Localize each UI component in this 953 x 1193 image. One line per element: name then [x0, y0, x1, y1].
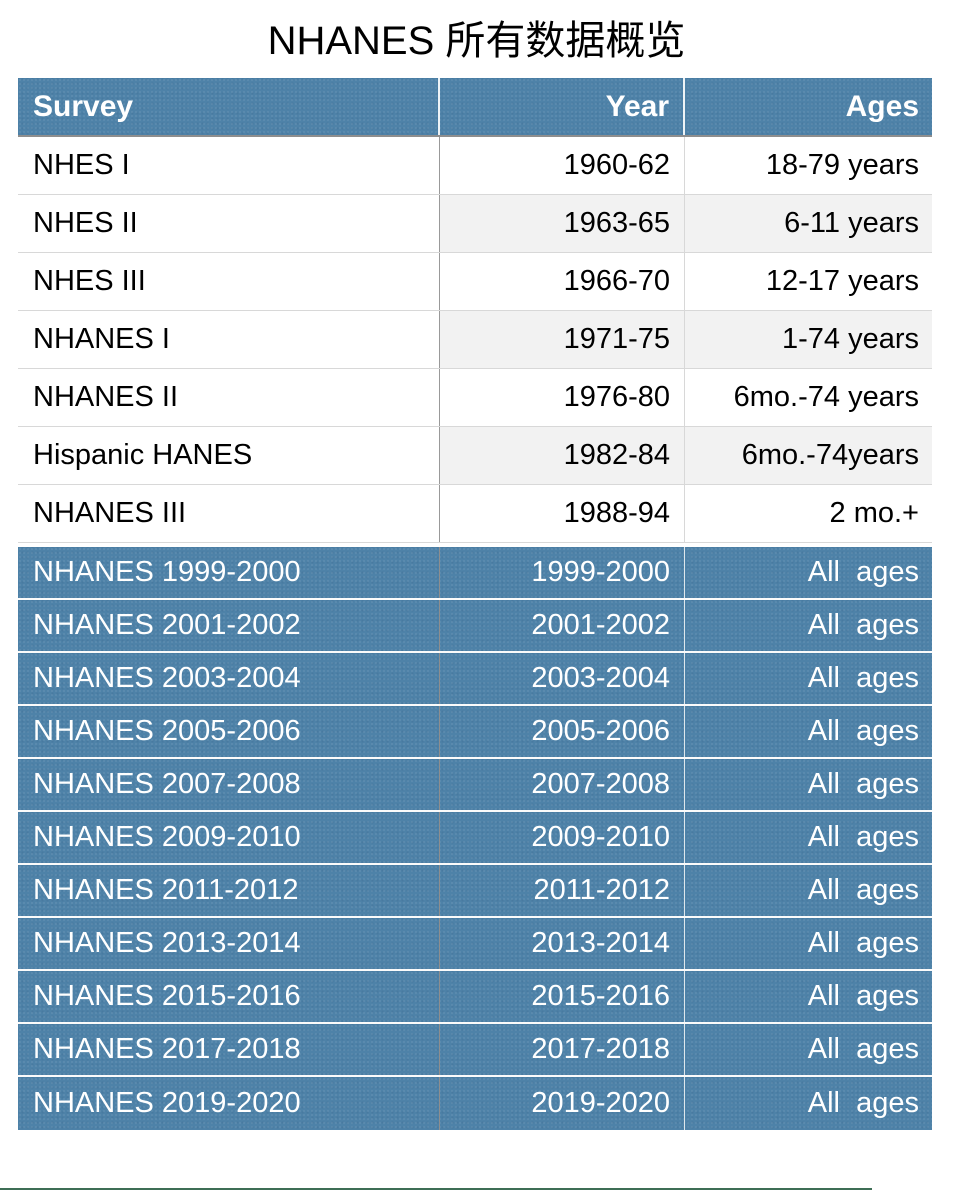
cell-year: 1976-80 [440, 369, 685, 426]
cell-ages: All ages [807, 821, 919, 853]
cell-year: 2001-2002 [440, 600, 685, 651]
cell-survey: NHANES 2005-2006 [18, 706, 440, 757]
cell-survey: NHES I [18, 137, 440, 194]
cell-survey: NHANES 2015-2016 [18, 971, 440, 1022]
cell-year: 1988-94 [440, 485, 685, 542]
cell-ages: 1-74 years [685, 311, 932, 368]
cell-ages: All ages [807, 609, 919, 641]
table-row: NHANES 2007-2008 2007-2008 All ages [18, 759, 932, 812]
cell-year: 2003-2004 [440, 653, 685, 704]
cell-survey: NHANES III [18, 485, 440, 542]
cell-survey: NHANES 2019-2020 [18, 1077, 440, 1130]
cell-ages: 18-79 years [765, 149, 919, 181]
cell-ages: 6-11 years [685, 195, 932, 252]
cell-survey: Hispanic HANES [18, 427, 440, 484]
nhanes-overview-table: Survey Year Ages NHES I 1960-62 18-79 year… [18, 78, 932, 1130]
cell-ages: All ages [807, 1033, 919, 1065]
table-row: NHANES 2015-2016 2015-2016 All ages [18, 971, 932, 1024]
cell-survey: NHES III [18, 253, 440, 310]
column-header-survey: Survey [18, 78, 440, 135]
page-title: NHANES 所有数据概览 [267, 19, 686, 63]
cell-ages: All ages [807, 662, 919, 694]
table-row: NHANES 2011-2012 2011-2012 All ages [18, 865, 932, 918]
cell-survey: NHANES 2011-2012 [18, 865, 440, 916]
cell-year: 2017-2018 [440, 1024, 685, 1075]
table-row: NHANES 2009-2010 2009-2010 All ages [18, 812, 932, 865]
column-header-ages: Ages [845, 89, 919, 123]
table-row: Hispanic HANES 1982-84 6mo.-74years [18, 427, 932, 485]
table-row: NHES I 1960-62 18-79 years [18, 137, 932, 195]
cell-ages: All ages [807, 715, 919, 747]
cell-year: 1960-62 [440, 137, 685, 194]
table-row: NHES III 1966-70 12-17 years [18, 253, 932, 311]
column-header-year: Year [440, 78, 685, 135]
cell-ages: All ages [807, 980, 919, 1012]
table-row: NHANES 1999-2000 1999-2000 All ages [18, 547, 932, 600]
cell-year: 2011-2012 [440, 865, 685, 916]
cell-year: 1966-70 [440, 253, 685, 310]
cell-survey: NHANES I [18, 311, 440, 368]
table-row: NHANES III 1988-94 2 mo.+ [18, 485, 932, 543]
cell-ages: All ages [807, 1087, 919, 1119]
cell-ages: All ages [807, 556, 919, 588]
table-row: NHANES 2019-2020 2019-2020 All ages [18, 1077, 932, 1130]
cell-ages: 6mo.-74 years [733, 381, 919, 413]
cell-year: 1963-65 [440, 195, 685, 252]
table-row: NHANES 2005-2006 2005-2006 All ages [18, 706, 932, 759]
table-row: NHES II 1963-65 6-11 years [18, 195, 932, 253]
cell-ages: All ages [807, 927, 919, 959]
table-row: NHANES 2017-2018 2017-2018 All ages [18, 1024, 932, 1077]
table-row: NHANES 2001-2002 2001-2002 All ages [18, 600, 932, 653]
table-row: NHANES II 1976-80 6mo.-74 years [18, 369, 932, 427]
cell-year: 2013-2014 [440, 918, 685, 969]
cell-year: 2007-2008 [440, 759, 685, 810]
cell-ages: All ages [807, 874, 919, 906]
cell-ages: All ages [807, 768, 919, 800]
cell-year: 2009-2010 [440, 812, 685, 863]
cell-year: 2019-2020 [440, 1077, 685, 1130]
cell-survey: NHANES 2009-2010 [18, 812, 440, 863]
cell-survey: NHANES 2017-2018 [18, 1024, 440, 1075]
table-body-early-surveys: NHES I 1960-62 18-79 years NHES II 1963-65 6-… [18, 137, 932, 543]
cell-ages: 2 mo.+ [829, 497, 919, 529]
table-row: NHANES 2003-2004 2003-2004 All ages [18, 653, 932, 706]
cell-survey: NHANES 2013-2014 [18, 918, 440, 969]
cell-year: 1999-2000 [440, 547, 685, 598]
cell-year: 1971-75 [440, 311, 685, 368]
table-body-continuous-surveys: NHANES 1999-2000 1999-2000 All ages NHANES … [18, 547, 932, 1130]
cell-ages: 12-17 years [765, 265, 919, 297]
cell-year: 1982-84 [440, 427, 685, 484]
cell-year: 2005-2006 [440, 706, 685, 757]
cell-year: 2015-2016 [440, 971, 685, 1022]
cell-ages: 6mo.-74years [685, 427, 932, 484]
table-row: NHANES 2013-2014 2013-2014 All ages [18, 918, 932, 971]
cell-survey: NHANES 1999-2000 [18, 547, 440, 598]
table-header-row: Survey Year Ages [18, 78, 932, 137]
table-row: NHANES I 1971-75 1-74 years [18, 311, 932, 369]
cell-survey: NHANES 2001-2002 [18, 600, 440, 651]
bottom-edge-line [0, 1188, 872, 1190]
cell-survey: NHANES II [18, 369, 440, 426]
cell-survey: NHANES 2007-2008 [18, 759, 440, 810]
cell-survey: NHES II [18, 195, 440, 252]
cell-survey: NHANES 2003-2004 [18, 653, 440, 704]
